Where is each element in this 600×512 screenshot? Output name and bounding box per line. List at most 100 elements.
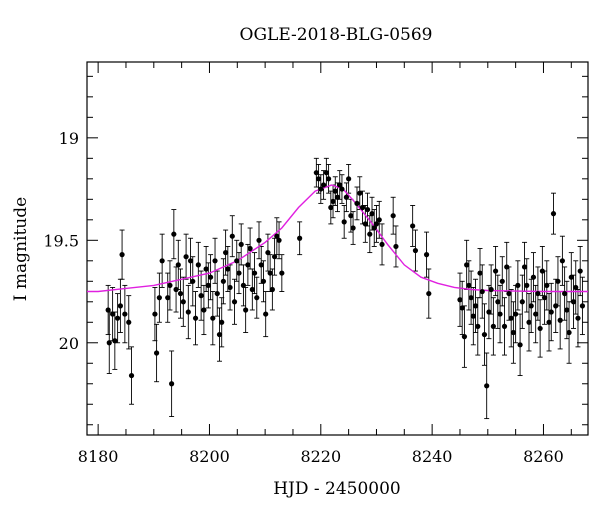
data-point <box>459 305 465 311</box>
tick-labels: 8180 8200 8220 8240 8260 19 19.5 20 <box>43 129 563 466</box>
data-point <box>117 303 123 309</box>
data-point <box>198 293 204 299</box>
data-point <box>343 194 350 200</box>
data-point <box>468 295 474 301</box>
data-point <box>350 225 356 231</box>
data-point <box>544 282 550 288</box>
data-point <box>504 264 510 270</box>
data-point <box>153 350 160 356</box>
data-point <box>175 262 181 268</box>
data-point <box>533 311 539 317</box>
data-point <box>519 299 525 305</box>
data-point <box>274 233 280 239</box>
data-point <box>122 311 128 317</box>
data-point <box>412 247 419 254</box>
data-point <box>258 262 264 268</box>
data-point <box>484 383 490 389</box>
data-point <box>472 303 479 309</box>
data-point <box>214 290 220 297</box>
data-point <box>249 286 255 293</box>
data-point <box>126 319 132 325</box>
data-point <box>510 329 517 336</box>
data-point <box>247 245 253 252</box>
data-point <box>548 309 554 315</box>
data-point <box>115 315 121 321</box>
data-point <box>265 249 271 256</box>
data-point <box>535 290 541 297</box>
x-tick-label: 8220 <box>300 447 341 466</box>
data-point <box>579 303 586 309</box>
data-point <box>390 213 396 219</box>
data-point <box>499 278 505 284</box>
data-point <box>325 176 332 182</box>
data-point <box>243 307 249 313</box>
data-point <box>276 237 282 243</box>
data-point <box>219 319 225 325</box>
data-point <box>550 211 557 217</box>
axis-ticks <box>87 62 588 435</box>
data-point <box>362 221 368 227</box>
data-point <box>376 217 382 223</box>
data-point <box>263 311 269 317</box>
data-point <box>562 290 568 297</box>
data-point <box>566 329 572 336</box>
data-point <box>256 237 262 243</box>
data-point <box>267 270 273 276</box>
data-point <box>517 342 523 348</box>
data-point <box>568 274 574 280</box>
data-point <box>171 231 177 237</box>
data-point <box>557 317 563 323</box>
data-point <box>410 223 416 229</box>
model-curve <box>87 184 588 293</box>
data-point <box>369 211 375 217</box>
data-point <box>212 258 218 264</box>
data-point <box>348 213 354 219</box>
data-point <box>492 268 499 274</box>
x-axis-label: HJD - 2450000 <box>273 479 401 499</box>
data-point <box>192 315 199 321</box>
data-point <box>564 307 570 313</box>
data-point <box>506 290 512 297</box>
data-points <box>105 170 586 389</box>
data-point <box>330 198 336 204</box>
data-point <box>185 309 191 315</box>
data-point <box>373 221 380 227</box>
x-tick-label: 8180 <box>78 447 119 466</box>
data-point <box>220 278 226 284</box>
data-point <box>470 313 476 319</box>
data-point <box>240 282 247 288</box>
data-point <box>216 331 223 338</box>
data-point <box>236 270 242 276</box>
data-point <box>195 262 201 268</box>
data-point <box>297 235 303 241</box>
data-point <box>575 315 581 321</box>
data-point <box>203 266 209 272</box>
data-point <box>379 241 385 248</box>
data-point <box>337 182 343 188</box>
data-point <box>269 286 275 293</box>
data-point <box>315 176 322 182</box>
data-point <box>201 307 207 313</box>
data-point <box>501 323 508 329</box>
data-point <box>128 372 135 379</box>
data-point <box>475 323 481 329</box>
data-point <box>159 258 165 264</box>
data-point <box>457 297 463 303</box>
data-point <box>528 303 534 309</box>
data-point <box>332 188 338 194</box>
chart-title: OGLE-2018-BLG-0569 <box>240 25 433 45</box>
data-point <box>481 331 488 338</box>
data-point <box>110 311 116 317</box>
data-point <box>207 274 214 280</box>
data-point <box>205 282 211 288</box>
data-point <box>426 290 432 297</box>
data-point <box>223 249 229 256</box>
data-point <box>177 290 184 297</box>
data-point <box>106 340 112 346</box>
data-point <box>180 299 186 305</box>
data-point <box>464 262 470 268</box>
data-point <box>183 254 189 260</box>
data-point <box>486 309 492 315</box>
data-point <box>152 311 158 317</box>
data-point <box>508 315 514 321</box>
